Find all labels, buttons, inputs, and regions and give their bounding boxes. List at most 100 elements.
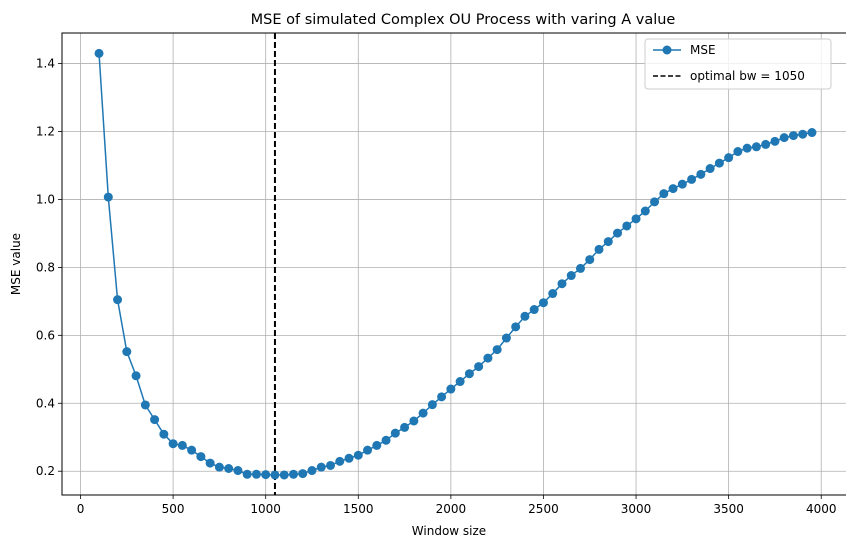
legend-box — [644, 38, 832, 90]
mse-data-point — [724, 153, 734, 163]
x-tick-label: 3500 — [713, 502, 744, 516]
mse-data-point — [779, 133, 789, 143]
chart-title: MSE of simulated Complex OU Process with… — [251, 12, 676, 28]
series-layer — [94, 48, 817, 480]
mse-data-point — [557, 279, 567, 289]
y-tick-label: 0.8 — [36, 260, 55, 274]
mse-data-point — [603, 237, 613, 247]
y-tick-label: 0.6 — [36, 328, 55, 342]
x-tick-label: 2000 — [436, 502, 467, 516]
mse-data-point — [483, 353, 493, 363]
mse-data-point — [140, 400, 150, 410]
mse-data-point — [353, 450, 363, 460]
mse-data-point — [205, 458, 215, 468]
mse-data-point — [501, 333, 511, 343]
mse-data-point — [159, 429, 169, 439]
mse-data-point — [288, 469, 298, 479]
mse-data-point — [446, 384, 456, 394]
mse-data-point — [214, 462, 224, 472]
y-tick-label: 0.4 — [36, 396, 55, 410]
y-tick-label: 1.0 — [36, 192, 55, 206]
mse-data-point — [390, 428, 400, 438]
mse-data-point — [548, 289, 558, 299]
y-tick-label: 1.2 — [36, 125, 55, 139]
mse-data-point — [668, 184, 678, 194]
mse-data-point — [807, 128, 817, 138]
mse-data-point — [696, 169, 706, 179]
mse-data-point — [131, 371, 141, 381]
mse-data-point — [298, 469, 308, 479]
mse-data-point — [575, 263, 585, 273]
x-tick-label: 3000 — [621, 502, 652, 516]
mse-data-point — [251, 469, 261, 479]
x-tick-label: 0 — [77, 502, 85, 516]
mse-data-point — [307, 466, 317, 476]
x-tick-label: 1000 — [250, 502, 281, 516]
mse-data-point — [94, 48, 104, 58]
mse-data-point — [529, 305, 539, 315]
mse-data-point — [122, 347, 132, 357]
mse-data-point — [381, 435, 391, 445]
mse-data-point — [363, 445, 373, 455]
mse-data-point — [464, 369, 474, 379]
mse-data-point — [650, 197, 660, 207]
x-tick-label: 2500 — [528, 502, 559, 516]
mse-data-point — [187, 445, 197, 455]
mse-data-point — [733, 147, 743, 157]
mse-data-point — [279, 470, 289, 480]
y-tick-label: 1.4 — [36, 57, 55, 71]
y-tick-label: 0.2 — [36, 464, 55, 478]
grid — [62, 33, 846, 495]
mse-data-point — [261, 470, 271, 480]
mse-data-point — [566, 271, 576, 281]
x-tick-label: 500 — [162, 502, 185, 516]
mse-data-point — [511, 322, 521, 332]
mse-data-point — [335, 456, 345, 466]
mse-data-point — [400, 422, 410, 432]
mse-data-point — [659, 189, 669, 199]
mse-data-point — [677, 179, 687, 189]
mse-data-point — [474, 362, 484, 372]
mse-data-point — [687, 174, 697, 184]
mse-data-point — [742, 143, 752, 153]
mse-data-point — [344, 453, 354, 463]
mse-data-point — [492, 345, 502, 355]
mse-data-point — [705, 164, 715, 174]
x-axis-title: Window size — [412, 524, 486, 538]
mse-data-point — [168, 439, 178, 449]
mse-data-point — [326, 460, 336, 470]
mse-data-point — [224, 464, 234, 473]
mse-data-point — [613, 228, 623, 238]
mse-data-point — [640, 206, 650, 216]
mse-data-point — [177, 440, 187, 450]
mse-data-point — [437, 392, 447, 402]
mse-data-point — [788, 131, 798, 141]
x-tick-label: 4000 — [806, 502, 837, 516]
mse-data-point — [103, 192, 113, 202]
mse-data-point — [770, 136, 780, 146]
ticks: 0 500 1000 1500 2000 2500 3000 3500 4000 0.2 0.4 0.… — [36, 57, 837, 516]
legend-mse-marker-swatch — [662, 45, 672, 55]
legend: MSE optimal bw = 1050 — [644, 38, 832, 90]
mse-data-point — [242, 469, 252, 479]
legend-mse-label: MSE — [690, 43, 716, 57]
mse-data-point — [761, 139, 771, 149]
mse-data-point — [751, 142, 761, 152]
mse-data-point — [409, 416, 419, 426]
mse-data-point — [150, 415, 160, 425]
x-tick-label: 1500 — [343, 502, 374, 516]
mse-data-point — [585, 255, 595, 265]
mse-data-point — [594, 244, 604, 254]
mse-data-point — [798, 129, 808, 139]
mse-data-point — [714, 158, 724, 168]
mse-data-point — [270, 470, 280, 480]
mse-data-point — [631, 214, 641, 224]
mse-data-point — [455, 377, 465, 387]
legend-optimal-label: optimal bw = 1050 — [690, 69, 805, 83]
y-axis-title: MSE value — [9, 233, 23, 295]
mse-data-point — [427, 400, 437, 410]
mse-data-point — [233, 466, 243, 476]
mse-data-point — [196, 452, 206, 462]
mse-data-point — [418, 408, 428, 418]
